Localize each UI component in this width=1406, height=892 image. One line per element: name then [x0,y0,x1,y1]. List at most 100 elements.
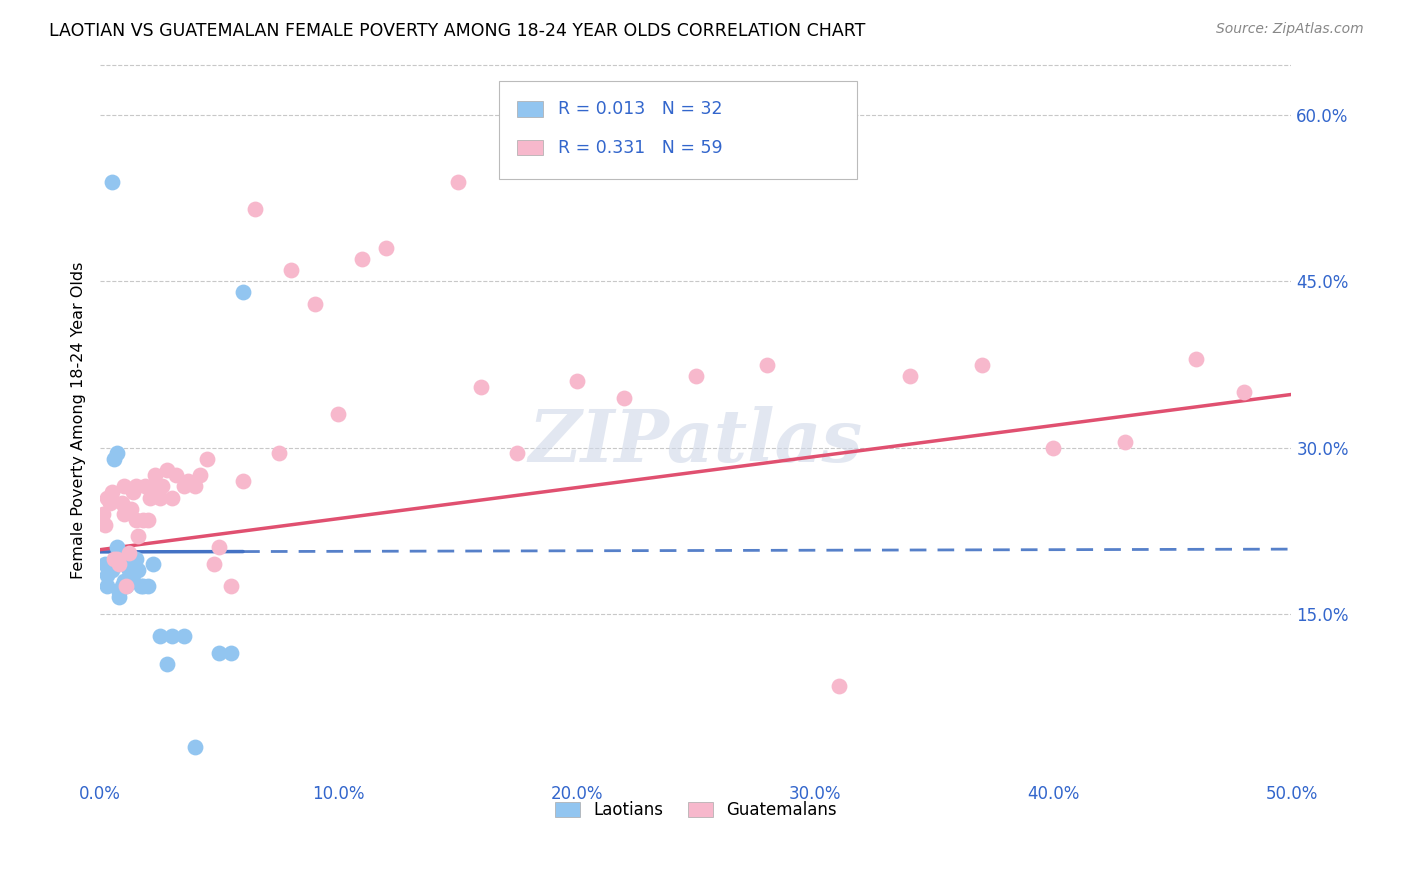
Point [208,646,231,660]
Point [470,380,492,394]
Point [156,657,179,671]
Point [177,474,200,488]
Point [105,541,128,555]
Point [115,579,138,593]
Text: Source: ZipAtlas.com: Source: ZipAtlas.com [1216,22,1364,37]
Point [110,579,132,593]
Point [105,551,128,566]
Point [141,479,163,493]
Point [112,574,135,588]
Point [94,518,117,533]
Point [173,629,195,643]
Point [136,513,159,527]
Point [565,374,588,388]
Point [828,679,851,693]
Point [280,263,302,277]
Point [112,557,135,571]
Point [970,358,993,372]
Point [613,391,636,405]
Point [120,501,142,516]
Point [219,646,242,660]
FancyBboxPatch shape [499,81,856,178]
Point [103,451,125,466]
Point [143,468,166,483]
Point [108,584,131,599]
Point [134,479,156,493]
Point [136,579,159,593]
Point [184,479,207,493]
Point [173,479,195,493]
Point [96,579,118,593]
Point [96,491,118,505]
Point [112,479,135,493]
Point [1114,435,1136,450]
Point [98,496,121,510]
Point [352,252,374,267]
Point [1185,351,1208,366]
Point [101,175,124,189]
Point [149,629,172,643]
Text: R = 0.331   N = 59: R = 0.331 N = 59 [558,138,723,156]
Point [243,202,266,217]
FancyBboxPatch shape [517,101,543,117]
Point [118,546,141,560]
Point [101,485,124,500]
Point [188,468,211,483]
Point [115,579,138,593]
Point [756,358,779,372]
Point [232,474,254,488]
Point [375,241,398,255]
Point [101,563,124,577]
Point [125,551,148,566]
Point [328,408,350,422]
Point [132,513,155,527]
Point [898,368,921,383]
Text: R = 0.013   N = 32: R = 0.013 N = 32 [558,100,723,118]
Point [446,175,468,189]
Point [219,579,242,593]
Point [141,557,163,571]
Point [506,446,529,460]
Point [1233,385,1256,400]
FancyBboxPatch shape [517,139,543,155]
Point [685,368,707,383]
Point [1042,441,1064,455]
Point [165,468,187,483]
Point [98,563,121,577]
Point [120,563,142,577]
Point [96,568,118,582]
Point [150,479,173,493]
Point [208,541,231,555]
Point [94,557,117,571]
Point [122,574,145,588]
Point [108,557,131,571]
Point [108,591,131,605]
Text: ZIPatlas: ZIPatlas [529,406,863,477]
Y-axis label: Female Poverty Among 18-24 Year Olds: Female Poverty Among 18-24 Year Olds [72,261,86,579]
Point [105,446,128,460]
Point [122,485,145,500]
Point [129,579,152,593]
Point [91,507,114,521]
Point [118,563,141,577]
Point [149,491,172,505]
Point [267,446,290,460]
Point [304,296,326,310]
Point [195,451,218,466]
Point [232,285,254,300]
Point [184,739,207,754]
Point [127,529,149,543]
Point [160,491,183,505]
Point [127,563,149,577]
Point [156,463,179,477]
Point [132,579,155,593]
Point [112,507,135,521]
Point [125,479,148,493]
Legend: Laotians, Guatemalans: Laotians, Guatemalans [548,795,844,826]
Point [204,557,226,571]
Point [110,496,132,510]
Text: LAOTIAN VS GUATEMALAN FEMALE POVERTY AMONG 18-24 YEAR OLDS CORRELATION CHART: LAOTIAN VS GUATEMALAN FEMALE POVERTY AMO… [49,22,866,40]
Point [125,513,148,527]
Point [139,491,162,505]
Point [103,551,125,566]
